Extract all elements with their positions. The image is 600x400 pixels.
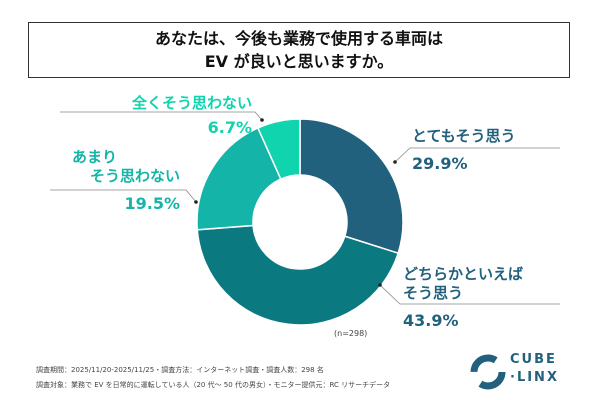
logo-mark-icon [470, 354, 506, 390]
label-not-much: あまり そう思わない 19.5% [72, 148, 180, 213]
cube-linx-logo: CUBE ·LINX [470, 352, 580, 392]
title-line-1: あなたは、今後も業務で使用する車両は [154, 29, 443, 48]
data-label: 6.7% [207, 118, 252, 137]
slice-1 [196, 224, 400, 326]
leader-line [60, 111, 263, 121]
slice-3 [256, 118, 301, 181]
slice-0 [299, 118, 404, 255]
leader-dot [260, 118, 264, 122]
data-label: 43.9% [403, 311, 459, 330]
footer-line-2: 調査対象：業務で EV を日常的に運転している人（20 代～ 50 代の男女）・… [36, 381, 391, 389]
leader-dot [378, 283, 382, 287]
footer-line-1: 調査期間：2025/11/20-2025/11/25・調査方法：インターネット調… [36, 366, 324, 374]
leader-line [50, 189, 197, 203]
leader-line [379, 284, 560, 305]
leader-dot [393, 160, 397, 164]
title-line-2: EV が良いと思いますか。 [204, 52, 394, 71]
label-somewhat: どちらかといえば そう思う 43.9% [403, 265, 524, 330]
leader-dot [194, 200, 198, 204]
data-label: 19.5% [124, 194, 180, 213]
leader-lines [50, 111, 560, 305]
label-not-at-all: 全くそう思わない 6.7% [92, 94, 252, 137]
chart-title: あなたは、今後も業務で使用する車両は EV が良いと思いますか。 [28, 22, 570, 78]
sample-size: (n=298) [334, 329, 368, 338]
leader-line [394, 147, 560, 163]
label-very-much: とてもそう思う 29.9% [412, 127, 516, 173]
leader-dots [194, 118, 397, 287]
data-label: 29.9% [412, 154, 468, 173]
